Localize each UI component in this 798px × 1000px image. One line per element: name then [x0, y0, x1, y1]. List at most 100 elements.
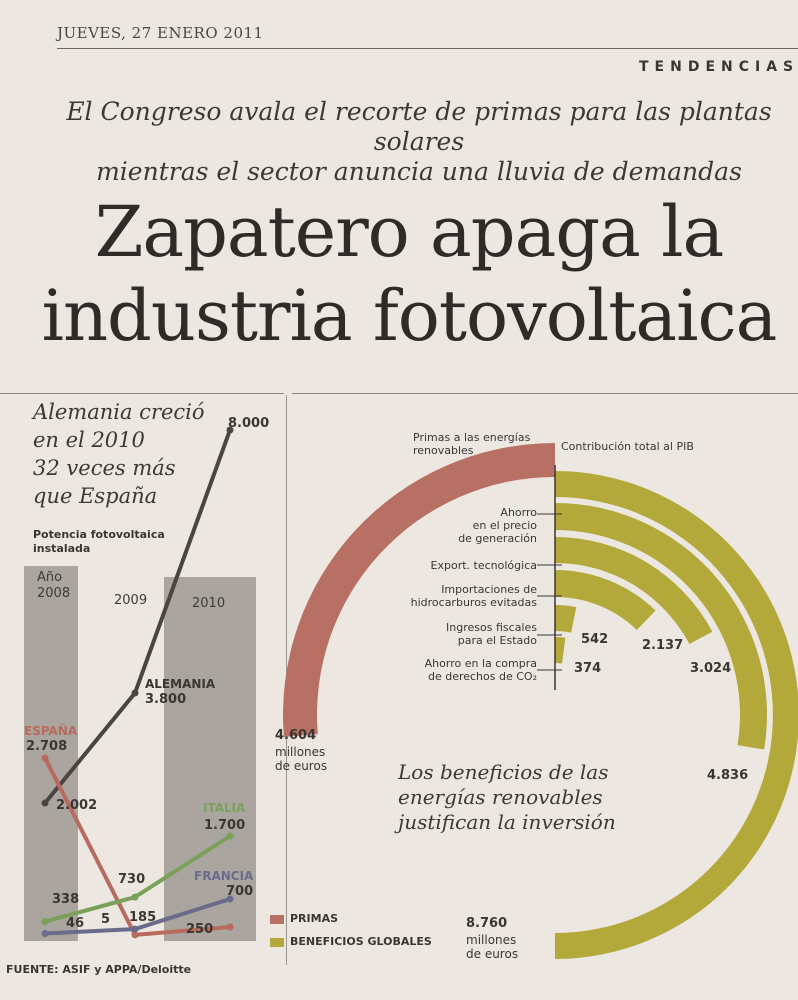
legend-label-beneficios: BENEFICIOS GLOBALES	[290, 935, 432, 948]
headline: Zapatero apaga la industria fotovoltaica	[20, 190, 798, 358]
unit-label-primas: millones de euros	[275, 745, 327, 773]
x-tick-label: 2008	[37, 586, 71, 601]
data-label-espana-2008: 2.708	[26, 739, 68, 754]
year-band-2008	[24, 566, 78, 941]
value-label-ahorro-co2: 374	[574, 661, 602, 676]
series-label-italia: ITALIA	[203, 801, 246, 815]
category-label-line: Ingresos fiscales	[446, 621, 537, 634]
line-chart-title: Alemania creció en el 2010 32 veces más …	[33, 398, 233, 510]
subheadline: El Congreso avala el recorte de primas p…	[40, 97, 798, 187]
benefits-note-line: Los beneficios de las	[398, 760, 609, 784]
year-prefix-label: Año	[37, 570, 63, 585]
data-label-alemania-2010: 8.000	[228, 416, 270, 431]
unit-label-line: millones	[466, 933, 517, 947]
value-label-ingresos-fiscales: 542	[581, 632, 609, 647]
category-label-export-tecnologica: Export. tecnológica	[420, 559, 537, 572]
line-chart-title-line: 32 veces más	[33, 456, 176, 480]
benefits-arc-total	[555, 471, 798, 959]
line-chart-title-line: que España	[33, 484, 158, 508]
series-label-alemania: ALEMANIA	[145, 677, 216, 691]
data-point	[41, 754, 49, 762]
line-chart-title-line: Alemania creció	[33, 400, 205, 424]
data-label-francia-2009: 185	[129, 910, 157, 925]
benefits-note-line: energías renovables	[398, 785, 603, 809]
section-label: TENDENCIAS	[639, 59, 798, 75]
primas-arc	[282, 443, 555, 737]
data-label-alemania-2009: 3.800	[145, 692, 187, 707]
data-label-espana-2010: 250	[186, 922, 214, 937]
category-label-line: en el precio	[472, 519, 537, 532]
legend-label-primas: PRIMAS	[290, 912, 339, 925]
data-label-italia-2008: 338	[52, 892, 80, 907]
category-label-ahorro-generacion: Ahorro en el precio de generación	[440, 506, 537, 545]
data-label-alemania-2008: 2.002	[56, 798, 98, 813]
line-chart-subtitle-line: Potencia fotovoltaica	[33, 528, 165, 541]
data-point	[131, 925, 139, 933]
chart-divider-left	[0, 393, 284, 394]
header-rule	[57, 48, 798, 49]
issue-date: JUEVES, 27 ENERO 2011	[57, 24, 264, 42]
subheadline-line-2: mientras el sector anuncia una lluvia de…	[96, 157, 742, 186]
data-point	[226, 923, 234, 931]
unit-label-line: millones	[275, 745, 326, 759]
benefits-note-line: justifican la inversión	[398, 810, 616, 834]
value-label-primas: 4.604	[275, 728, 317, 743]
data-point	[41, 930, 49, 938]
chart-divider-right	[292, 393, 798, 394]
benefits-note: Los beneficios de las energías renovable…	[398, 760, 648, 835]
data-point	[131, 931, 139, 939]
category-label-line: para el Estado	[457, 634, 537, 647]
data-point	[131, 893, 139, 901]
category-label-ahorro-co2: Ahorro en la compra de derechos de CO₂	[405, 657, 537, 683]
value-label-total: 8.760	[466, 916, 508, 931]
value-label-importaciones: 2.137	[642, 638, 684, 653]
series-label-espana: ESPAÑA	[24, 724, 78, 738]
data-label-italia-2010: 1.700	[204, 818, 246, 833]
data-label-francia-2008: 46	[66, 916, 85, 931]
category-label-line: Importaciones de	[441, 583, 537, 596]
category-label-line: de derechos de CO₂	[427, 670, 537, 683]
category-label-line: hidrocarburos evitadas	[410, 596, 537, 609]
pib-header: Contribución total al PIB	[561, 440, 694, 453]
data-point	[226, 426, 234, 434]
benefits-arc-3	[555, 570, 656, 630]
line-chart-subtitle-line: instalada	[33, 542, 91, 555]
benefits-arc-4	[555, 605, 577, 633]
data-point	[41, 799, 49, 807]
benefits-arc-1	[555, 503, 767, 750]
headline-line-1: Zapatero apaga la	[94, 191, 725, 273]
unit-label-line: de euros	[466, 947, 519, 961]
data-point	[131, 689, 139, 697]
value-label-export-tecnologica: 3.024	[690, 661, 732, 676]
line-chart-title-line: en el 2010	[33, 428, 145, 452]
category-label-line: Ahorro en la compra	[424, 657, 537, 670]
line-chart-subtitle: Potencia fotovoltaica instalada	[33, 528, 183, 556]
legend-swatch-primas	[270, 915, 284, 924]
primas-header: Primas a las energías renovables	[413, 431, 531, 457]
series-label-francia: FRANCIA	[194, 869, 254, 883]
data-point	[226, 895, 234, 903]
source-note: FUENTE: ASIF y APPA/Deloitte	[6, 963, 192, 976]
category-label-line: de generación	[458, 532, 537, 545]
data-label-espana-2009: 5	[101, 912, 111, 927]
category-label-importaciones: Importaciones de hidrocarburos evitadas	[400, 583, 537, 609]
x-tick-label: 2010	[192, 596, 226, 611]
x-tick-label: 2009	[114, 593, 148, 608]
data-label-francia-2010: 700	[226, 884, 254, 899]
headline-line-2: industria fotovoltaica	[41, 275, 778, 357]
unit-label-line: de euros	[275, 759, 328, 773]
benefits-arc-2	[555, 537, 713, 644]
category-label-ingresos-fiscales: Ingresos fiscales para el Estado	[420, 621, 537, 647]
benefits-arc-5	[555, 637, 566, 664]
year-band-2010	[164, 577, 256, 941]
value-label-ahorro-generacion: 4.836	[707, 768, 749, 783]
category-label-line: Ahorro	[500, 506, 537, 519]
data-point	[41, 918, 49, 926]
category-label-line: Export. tecnológica	[430, 559, 537, 572]
unit-label-total: millones de euros	[466, 933, 518, 961]
legend-swatch-beneficios	[270, 938, 284, 947]
data-label-italia-2009: 730	[118, 872, 146, 887]
data-point	[226, 832, 234, 840]
